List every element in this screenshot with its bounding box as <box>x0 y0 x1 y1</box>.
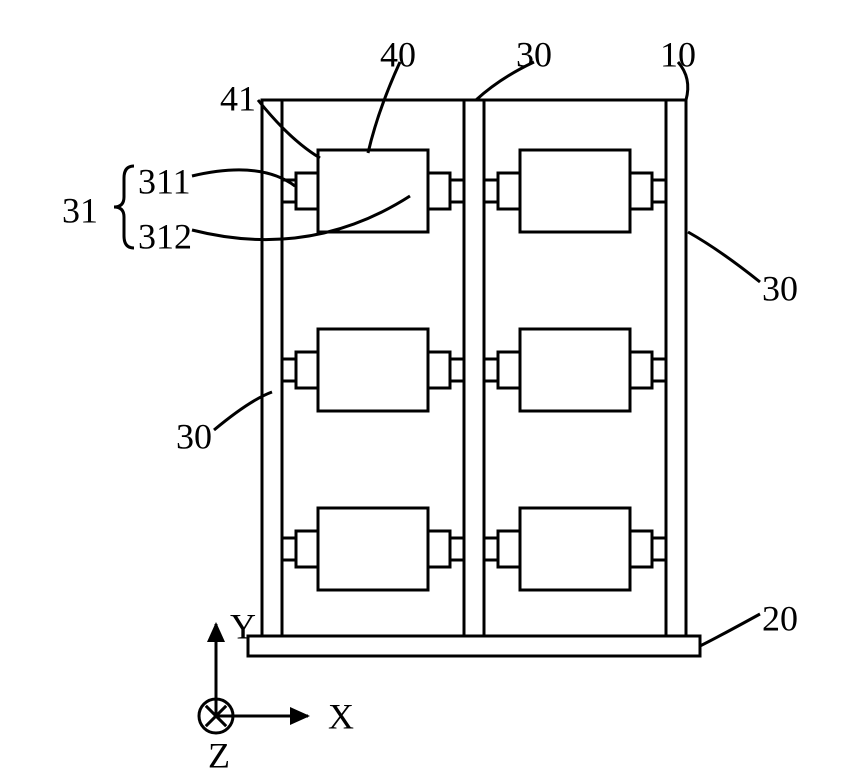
label-30-top: 30 <box>516 34 552 74</box>
label-31: 31 <box>62 190 98 230</box>
svg-text:Z: Z <box>208 735 230 775</box>
label-311: 311 <box>138 161 191 201</box>
vertical-bar-1 <box>464 100 484 636</box>
vertical-bar-2 <box>666 100 686 636</box>
label-40: 40 <box>380 34 416 74</box>
label-312: 312 <box>138 216 192 256</box>
svg-text:X: X <box>328 696 354 736</box>
label-20: 20 <box>762 598 798 638</box>
label-30-left: 30 <box>176 416 212 456</box>
svg-text:Y: Y <box>230 606 256 646</box>
vertical-bar-0 <box>262 100 282 636</box>
label-30-right: 30 <box>762 268 798 308</box>
leader-l20 <box>700 614 760 646</box>
leader-l30_right <box>688 232 760 282</box>
leader-l40 <box>368 62 400 153</box>
label-41: 41 <box>220 78 256 118</box>
diagram: Y X Z 40 41 311 312 31 30 30 30 10 20 <box>0 0 866 779</box>
label-10: 10 <box>660 34 696 74</box>
base-plate <box>248 636 700 656</box>
brace-31 <box>114 166 134 248</box>
